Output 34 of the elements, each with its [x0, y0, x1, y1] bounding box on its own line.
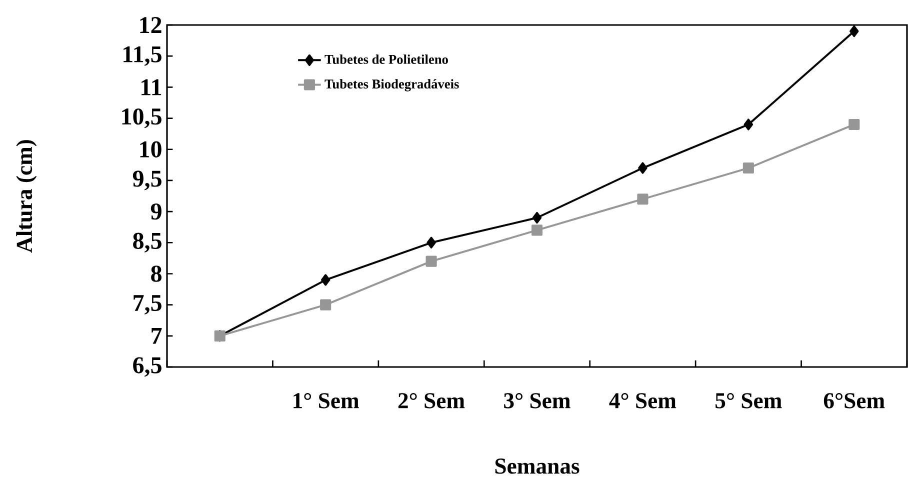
x-tick-label: 4° Sem [609, 393, 676, 408]
point [426, 256, 437, 267]
y-tick-label: 12 [140, 17, 162, 33]
x-axis-title: Semanas [495, 458, 580, 474]
y-tick-label: 8,5 [133, 232, 162, 252]
y-tick-label: 11,5 [124, 46, 162, 66]
point [531, 224, 543, 236]
point [426, 236, 436, 248]
legend-label: Tubetes de Polietileno [324, 54, 448, 64]
x-tick-label: 1° Sem [294, 393, 359, 408]
x-tick-label: 6°Sem [824, 393, 885, 408]
y-tick-label: 11 [142, 79, 162, 96]
y-tick-label: 10 [140, 141, 162, 158]
point [850, 25, 859, 38]
point [320, 274, 330, 286]
point [848, 118, 860, 130]
y-tick-label: 9,5 [132, 170, 162, 190]
point [744, 118, 754, 130]
y-tick-label: 9 [150, 203, 162, 220]
y-axis-title: Altura (cm) [16, 140, 37, 253]
y-tick-label: 6,5 [133, 357, 162, 377]
point [742, 162, 754, 174]
x-tick-label: 3° Sem [504, 393, 570, 408]
x-tick-label: 5° Sem [716, 393, 782, 408]
y-tick-label: 10,5 [122, 108, 162, 128]
y-tick-label: 7 [152, 328, 162, 344]
legend-label: Tubetes Biodegradáveis [324, 79, 459, 92]
y-tick-label: 7,5 [134, 295, 162, 315]
point [532, 212, 542, 224]
point [637, 194, 648, 205]
y-tick-label: 8 [151, 266, 162, 282]
point [638, 162, 648, 174]
x-tick-label: 2° Sem [398, 393, 465, 408]
point [320, 299, 332, 310]
